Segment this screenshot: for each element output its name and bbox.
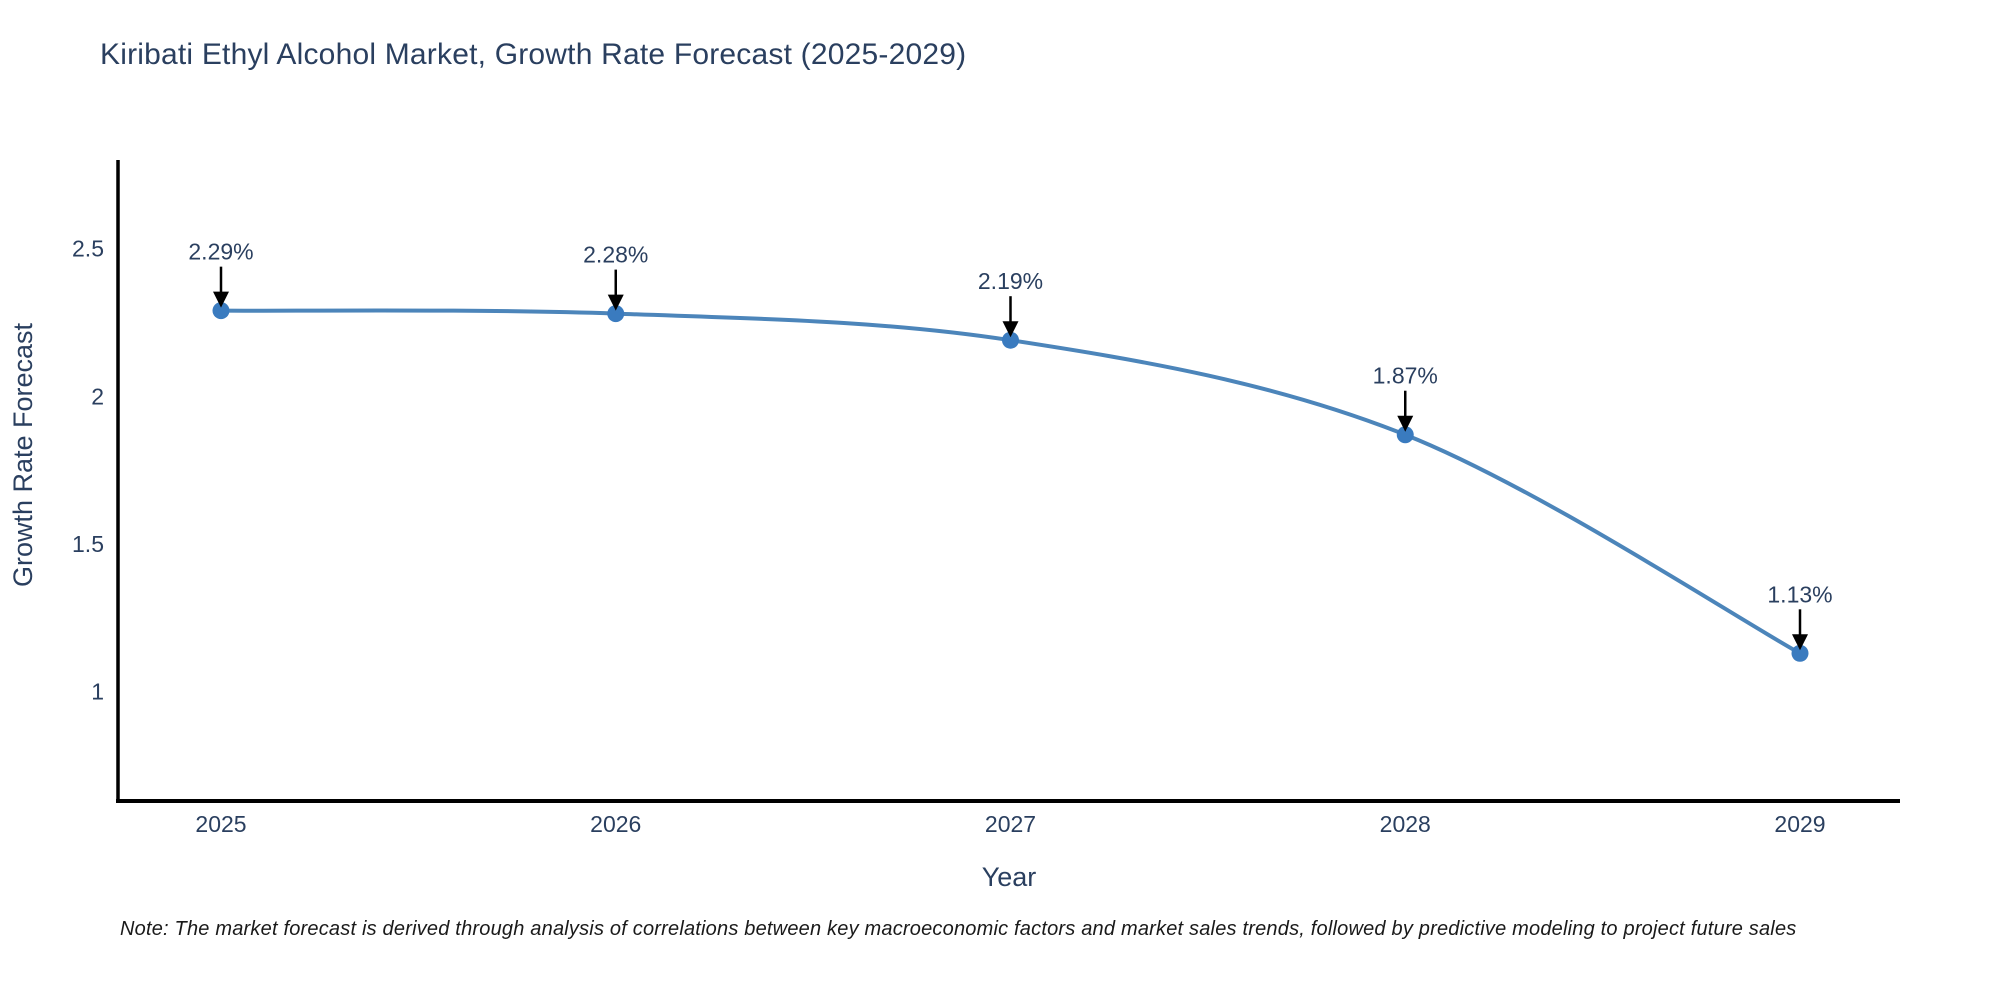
annotation-arrowhead-icon	[213, 291, 229, 308]
y-axis-title: Growth Rate Forecast	[8, 322, 38, 587]
point-value-label: 2.28%	[583, 242, 648, 268]
growth-rate-line-chart: 2.29% 2.28% 2.19% 1.87% 1.13% 2.5 2 1.5 1 2025 202…	[8, 160, 1900, 892]
data-point-marker	[1791, 644, 1809, 662]
y-tick-label: 2.5	[72, 236, 104, 262]
point-value-label: 2.19%	[978, 268, 1043, 294]
footnote: Note: The market forecast is derived thr…	[120, 918, 1797, 940]
data-point-marker	[1396, 426, 1414, 444]
y-tick-label: 2	[91, 383, 104, 409]
annotation-arrowhead-icon	[1002, 321, 1019, 338]
x-tick-label: 2029	[1774, 811, 1825, 837]
x-tick-label: 2026	[590, 811, 641, 837]
x-tick-label: 2027	[985, 811, 1036, 837]
annotation-arrowhead-icon	[1792, 634, 1808, 651]
x-axis-title: Year	[982, 862, 1037, 892]
trend-line	[220, 308, 1801, 656]
y-tick-label: 1.5	[72, 531, 104, 557]
x-tick-label: 2028	[1380, 811, 1431, 837]
y-tick-label: 1	[91, 679, 104, 705]
data-point-marker	[212, 302, 230, 320]
x-tick-label: 2025	[195, 811, 246, 837]
point-value-label: 1.13%	[1767, 581, 1832, 607]
annotation-arrowhead-icon	[607, 294, 624, 311]
chart-title: Kiribati Ethyl Alcohol Market, Growth Ra…	[100, 38, 967, 71]
data-point-marker	[1002, 331, 1019, 349]
annotation-arrowhead-icon	[1397, 415, 1414, 432]
data-point-marker	[607, 305, 625, 323]
point-value-label: 1.87%	[1373, 363, 1438, 389]
point-value-label: 2.29%	[188, 239, 253, 265]
